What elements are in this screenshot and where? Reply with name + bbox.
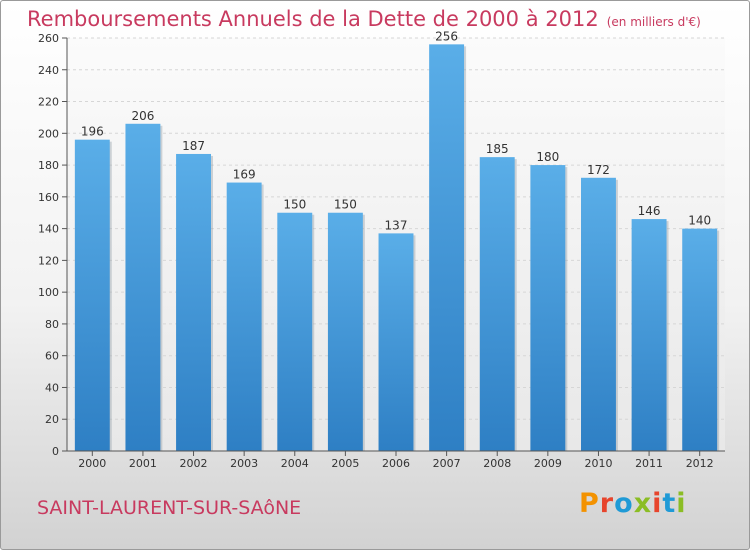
x-tick-label: 2003 [230, 457, 258, 470]
bar [429, 44, 465, 451]
logo-letter: i [676, 488, 687, 519]
y-tick-label: 160 [38, 191, 59, 204]
data-label: 150 [283, 198, 306, 212]
bar [125, 123, 161, 452]
x-tick-label: 2011 [635, 457, 663, 470]
bar [176, 153, 212, 451]
bar [631, 219, 667, 451]
data-label: 137 [385, 218, 408, 232]
data-label: 172 [587, 163, 610, 177]
y-tick-label: 200 [38, 127, 59, 140]
y-tick-label: 220 [38, 96, 59, 109]
x-tick-labels: 2000 2001 2002 2003 2004 2005 2006 2007 2008 2009… [78, 457, 713, 470]
data-label: 196 [81, 125, 104, 139]
y-tick-label: 120 [38, 254, 59, 267]
y-tick-label: 260 [38, 32, 59, 45]
data-label: 150 [334, 198, 357, 212]
x-tick-label: 2001 [129, 457, 157, 470]
data-label: 140 [688, 214, 711, 228]
logo-letter: x [633, 488, 653, 519]
y-tick-label: 240 [38, 64, 59, 77]
y-tick-labels: 0 20 40 60 80 100 120 140 160 180 200 220 240 260 [38, 32, 59, 458]
x-tick-label: 2007 [433, 457, 461, 470]
y-tick-label: 0 [52, 445, 59, 458]
bar [479, 157, 515, 451]
bar [277, 212, 313, 451]
chart-title-text: Remboursements Annuels de la Dette de 20… [27, 7, 599, 31]
x-tick-label: 2010 [584, 457, 612, 470]
x-tick-label: 2012 [686, 457, 714, 470]
chart-title: Remboursements Annuels de la Dette de 20… [27, 7, 701, 31]
bar [580, 177, 616, 452]
bar [682, 228, 718, 451]
town-name: SAINT-LAURENT-SUR-SAôNE [37, 497, 302, 519]
bar [327, 212, 363, 451]
proxiti-logo[interactable]: Proxiti [579, 488, 687, 519]
x-tick-label: 2005 [331, 457, 359, 470]
bar [378, 233, 414, 451]
x-tick-label: 2004 [281, 457, 309, 470]
bar [226, 182, 262, 452]
value-labels: 196 206 187 169 150 150 137 256 185 180 172 146 140 [81, 29, 711, 232]
bar [530, 165, 566, 452]
data-label: 180 [536, 150, 559, 164]
bar [74, 139, 110, 451]
logo-letter: P [579, 488, 600, 519]
x-tick-label: 2000 [78, 457, 106, 470]
data-label: 187 [182, 139, 205, 153]
x-tick-label: 2009 [534, 457, 562, 470]
axes [62, 37, 725, 456]
data-label: 146 [638, 204, 661, 218]
y-tick-label: 180 [38, 159, 59, 172]
data-label: 256 [435, 29, 458, 43]
y-tick-label: 80 [45, 318, 59, 331]
data-label: 185 [486, 142, 509, 156]
bars [74, 44, 720, 452]
y-tick-label: 100 [38, 286, 59, 299]
x-tick-label: 2008 [483, 457, 511, 470]
y-tick-label: 40 [45, 381, 59, 394]
logo-letter: i [652, 488, 663, 519]
logo-letter: r [599, 488, 615, 519]
x-tick-label: 2006 [382, 457, 410, 470]
y-tick-label: 140 [38, 223, 59, 236]
logo-letter: o [614, 488, 634, 519]
data-label: 169 [233, 168, 256, 182]
data-label: 206 [131, 109, 154, 123]
x-tick-label: 2002 [180, 457, 208, 470]
chart-unit: (en milliers d'€) [606, 15, 701, 29]
logo-letter: t [662, 488, 677, 519]
y-tick-label: 60 [45, 350, 59, 363]
y-tick-label: 20 [45, 413, 59, 426]
